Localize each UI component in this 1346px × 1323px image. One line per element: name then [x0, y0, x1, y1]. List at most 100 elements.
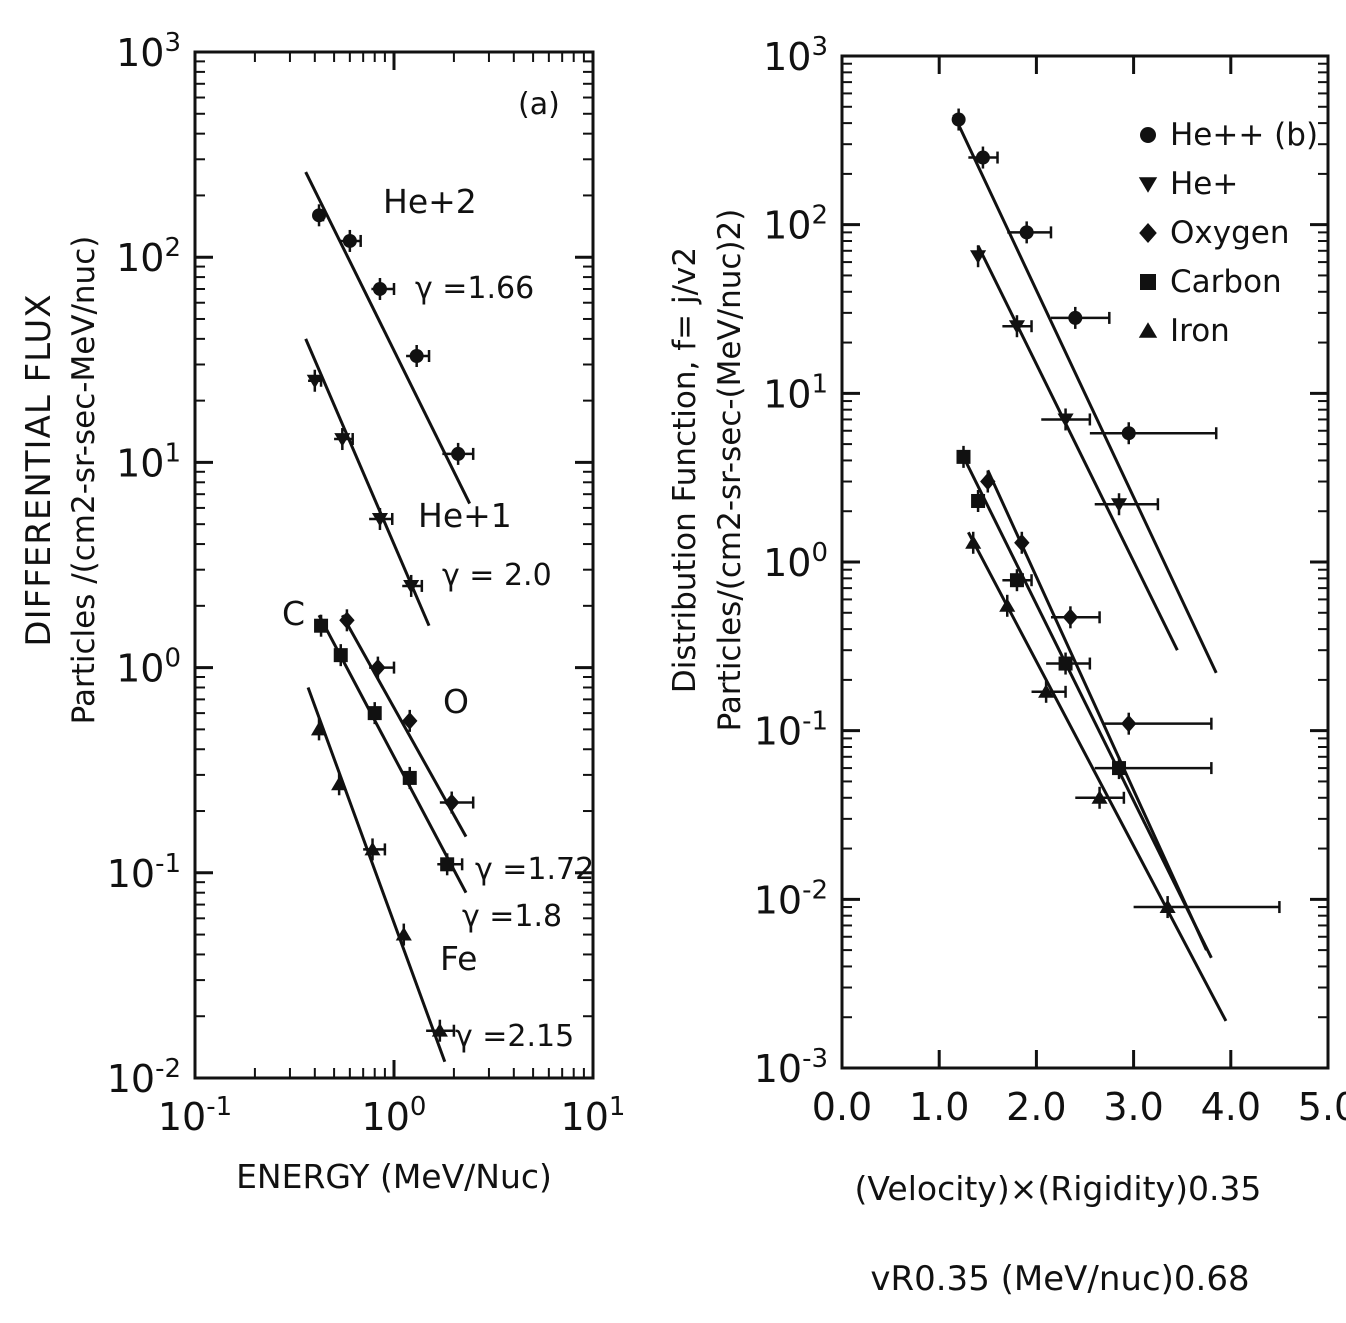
x-tick-label-5: 5.0: [1298, 1085, 1346, 1129]
data-point-fe: [310, 721, 328, 736]
data-point-oxygen: [1014, 534, 1030, 552]
fit-line-carbon: [962, 456, 1213, 959]
data-point-he-2: [312, 208, 327, 223]
data-point-he: [1008, 320, 1026, 334]
y-tick-label-3: 101: [116, 438, 181, 485]
legend-label-he: He+: [1170, 166, 1238, 202]
panel-a-ylabel-line1: DIFFERENTIAL FLUX: [19, 293, 59, 646]
legend-marker-oxygen: [1139, 223, 1157, 243]
data-point-o: [444, 793, 460, 812]
y-tick-label-6: 103: [763, 32, 828, 79]
data-point-fe: [395, 926, 412, 941]
legend-marker-iron: [1138, 322, 1158, 338]
panel-a-xlabel: ENERGY (MeV/Nuc): [236, 1157, 552, 1196]
data-point-he: [1057, 413, 1074, 428]
panel-b-tick-labels: 10-3 10-2 10-1 100 101 102 103 0.0 1.0 2.0 3.0 4.0 5…: [754, 32, 1346, 1129]
panel-b-points: [951, 108, 1281, 919]
data-point-c: [440, 857, 455, 872]
data-point-he: [1068, 310, 1083, 325]
series-label-c: C: [282, 594, 305, 633]
data-point-carbon: [971, 493, 986, 508]
legend-marker-he: [1138, 177, 1158, 193]
gamma-label-o: γ =1.72: [475, 852, 594, 887]
data-point-iron: [1159, 899, 1176, 914]
fit-line-fe: [306, 686, 447, 1063]
panel-a-ylabel-line2: Particles /(cm2-sr-sec-MeV/nuc): [66, 236, 102, 725]
data-point-carbon: [956, 449, 971, 464]
data-point-he-2: [451, 446, 466, 461]
fit-line-he-2: [304, 171, 472, 505]
data-point-he-2: [342, 233, 357, 248]
fit-line-oxygen: [986, 469, 1208, 951]
y-tick-label-4: 101: [763, 369, 828, 416]
data-point-carbon: [1009, 573, 1024, 588]
panel-b-ylabel-line1: Distribution Function, f= j/v2: [667, 247, 703, 693]
data-point-c: [402, 770, 417, 785]
x-tick-label-0: 10-1: [158, 1092, 232, 1139]
data-point-c: [367, 706, 382, 721]
x-tick-label-0: 0.0: [812, 1085, 872, 1129]
y-tick-label-4: 102: [116, 233, 181, 280]
data-point-fe: [331, 776, 348, 791]
data-point-he: [1121, 426, 1136, 441]
data-point-oxygen: [1121, 714, 1137, 733]
data-point-he-1: [371, 513, 389, 527]
legend-label-carbon: Carbon: [1170, 264, 1282, 300]
data-point-c: [314, 618, 329, 633]
data-point-oxygen: [1062, 608, 1079, 627]
panel-a-ticks: [193, 50, 595, 1080]
x-tick-label-2: 101: [561, 1092, 626, 1139]
gamma-label-fe: γ =2.15: [455, 1019, 574, 1054]
panel-a-label: (a): [518, 87, 560, 122]
panel-b-xunits: vR0.35 (MeV/nuc)0.68: [870, 1259, 1249, 1299]
data-point-he: [975, 150, 990, 165]
panel-a-points: [306, 204, 475, 1042]
data-point-he-1: [306, 374, 323, 389]
data-point-o: [370, 658, 386, 677]
y-tick-label-1: 10-1: [107, 849, 181, 896]
data-point-o: [339, 611, 355, 630]
x-tick-label-1: 100: [362, 1092, 427, 1139]
panel-b-ticks: [840, 54, 1330, 1070]
legend-label-he-b: He++ (b): [1170, 117, 1318, 153]
data-point-iron: [965, 535, 982, 549]
y-tick-label-0: 10-2: [107, 1054, 181, 1101]
y-tick-label-1: 10-2: [754, 875, 828, 922]
y-tick-label-5: 103: [116, 28, 181, 75]
x-tick-label-4: 4.0: [1201, 1085, 1261, 1129]
panel-b-xlabel: (Velocity)×(Rigidity)0.35: [855, 1169, 1262, 1208]
data-point-he: [970, 250, 987, 264]
data-point-fe: [431, 1023, 448, 1037]
gamma-label-he1: γ = 2.0: [442, 558, 552, 593]
fit-line-he: [952, 113, 1218, 674]
fit-line-he-1: [304, 338, 431, 627]
x-tick-label-3: 3.0: [1103, 1085, 1163, 1129]
data-point-he-2: [409, 349, 424, 364]
data-point-fe: [364, 841, 381, 856]
y-tick-label-2: 100: [116, 644, 181, 691]
data-point-he: [1110, 498, 1128, 512]
data-point-iron: [1038, 684, 1055, 698]
fit-line-o: [341, 614, 468, 838]
fit-line-iron: [967, 531, 1228, 1022]
data-point-he: [1019, 225, 1034, 240]
series-label-fe: Fe: [440, 939, 477, 978]
series-label-o: O: [443, 682, 469, 721]
data-point-c: [333, 648, 348, 663]
data-point-iron: [1091, 790, 1108, 804]
panel-b-frame: [840, 54, 1330, 1070]
legend-marker-he-b: [1140, 127, 1156, 143]
x-tick-label-2: 2.0: [1006, 1085, 1066, 1129]
data-point-o: [402, 712, 418, 730]
panel-b: 10-3 10-2 10-1 100 101 102 103 0.0 1.0 2.0 3.0 4.0 5…: [667, 32, 1346, 1299]
gamma-label-c: γ =1.8: [462, 899, 562, 934]
data-point-he: [951, 112, 966, 127]
y-tick-label-5: 102: [763, 201, 828, 248]
x-tick-label-1: 1.0: [909, 1085, 969, 1129]
legend-marker-carbon: [1140, 274, 1156, 290]
y-tick-label-0: 10-3: [754, 1044, 828, 1091]
y-tick-label-2: 10-1: [754, 707, 828, 754]
legend-label-oxygen: Oxygen: [1170, 215, 1290, 251]
